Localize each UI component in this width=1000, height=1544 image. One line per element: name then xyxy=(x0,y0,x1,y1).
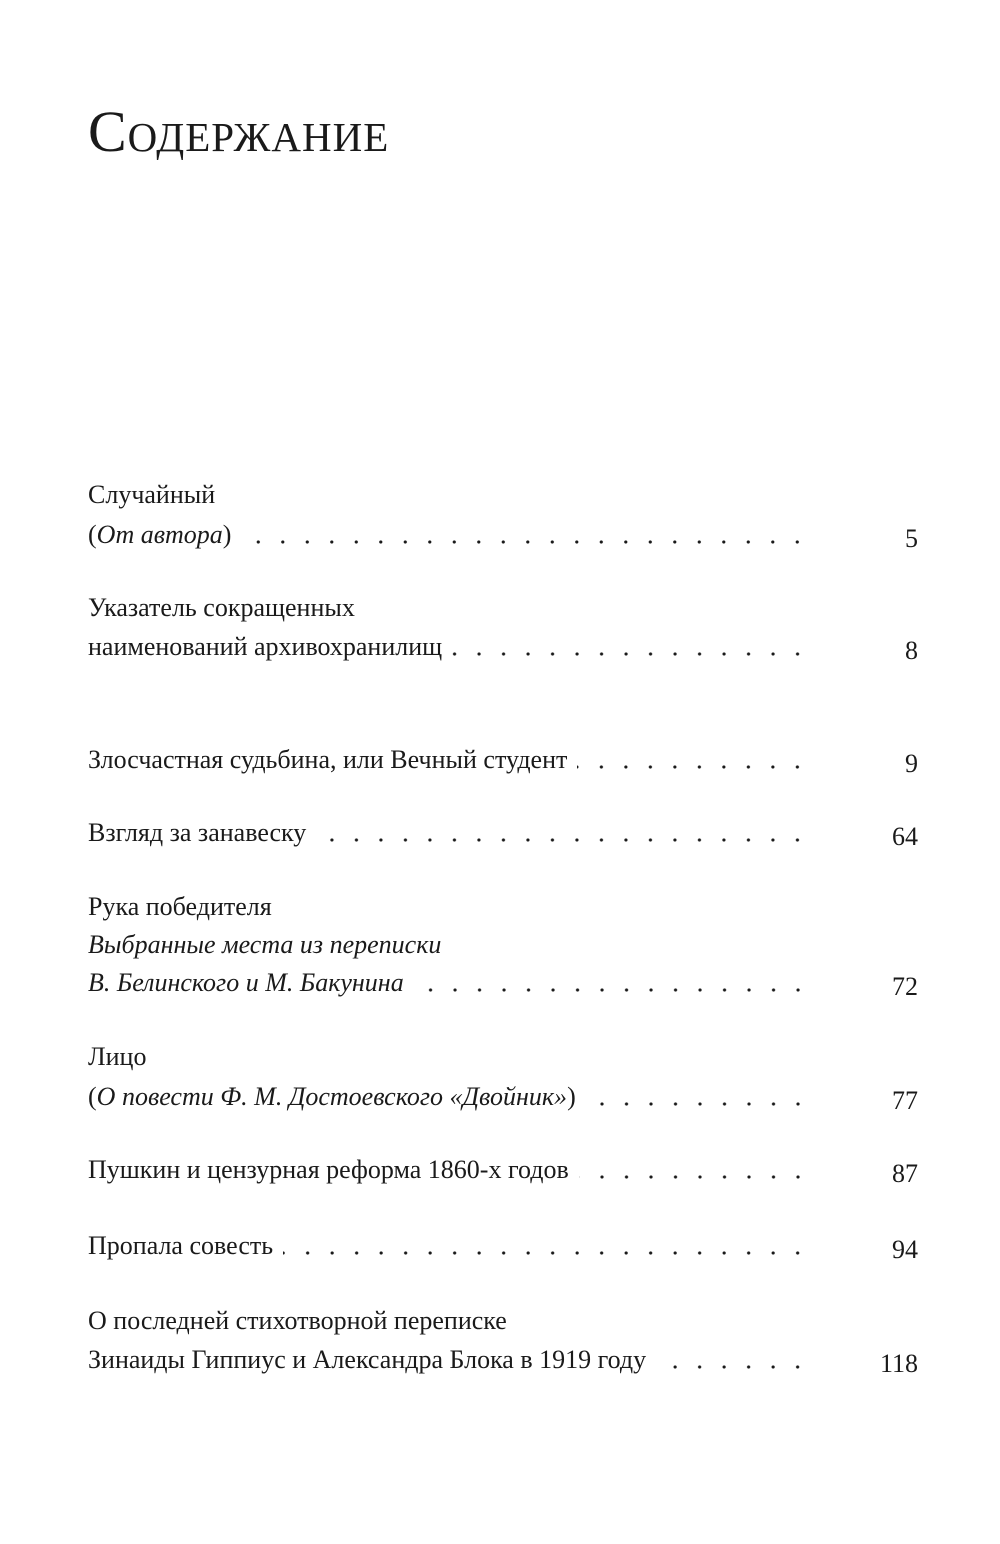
dot-leader xyxy=(316,816,810,850)
entry-text: Рука победителя xyxy=(88,892,272,921)
entry-text: Выбранные места из переписки xyxy=(88,930,442,959)
toc-entry-line: О последней стихотворной переписке xyxy=(88,1304,918,1338)
toc-entry-last-line: Взгляд за занавеску 64 xyxy=(88,816,918,851)
toc-entry-last-line: Пропала совесть 94 xyxy=(88,1229,918,1264)
entry-text: О повести Ф. М. Достоевского «Двойник» xyxy=(96,1082,568,1111)
entry-text: наименований архивохранилищ xyxy=(88,632,443,661)
dot-leader xyxy=(241,518,810,552)
toc-entry-last-line: Пушкин и цензурная реформа 1860-х годов 8… xyxy=(88,1153,918,1188)
page-number: 94 xyxy=(892,1235,918,1264)
toc-entry-line: Лицо xyxy=(88,1040,918,1074)
dot-leader xyxy=(578,1153,810,1187)
entry-text: Зинаиды Гиппиус и Александра Блока в 191… xyxy=(88,1345,647,1374)
dot-leader xyxy=(283,1229,810,1263)
dot-leader xyxy=(656,1343,810,1377)
dot-leader xyxy=(577,743,810,777)
page-number: 77 xyxy=(892,1086,918,1115)
toc-entry-last-line: В. Белинского и М. Бакунина 72 xyxy=(88,966,918,1001)
toc-entry-last-line: Зинаиды Гиппиус и Александра Блока в 191… xyxy=(88,1343,918,1378)
entry-text: Пропала совесть xyxy=(88,1231,274,1260)
page-number: 72 xyxy=(892,972,918,1001)
entry-text: ( xyxy=(88,1082,97,1111)
toc-entry-line: Рука победителя xyxy=(88,890,918,924)
entry-text: Лицо xyxy=(88,1042,147,1071)
toc-entry-last-line: (От автора) 5 xyxy=(88,518,918,553)
page-number: 118 xyxy=(879,1349,918,1378)
entry-text: Злосчастная судьбина, или Вечный студент xyxy=(88,745,568,774)
entry-text: В. Белинского и М. Бакунина xyxy=(88,968,404,997)
page-number: 9 xyxy=(905,749,918,778)
toc-entry-line: Указатель сокращенных xyxy=(88,591,918,625)
page-title: Содержание xyxy=(88,99,390,164)
page-number: 64 xyxy=(892,822,918,851)
entry-text: ) xyxy=(222,520,232,549)
toc-entry-line: Выбранные места из переписки xyxy=(88,928,918,962)
toc-entry-last-line: (О повести Ф. М. Достоевского «Двойник»)… xyxy=(88,1080,918,1115)
page-number: 87 xyxy=(892,1159,918,1188)
entry-text: ) xyxy=(567,1082,576,1111)
entry-text: Взгляд за занавеску xyxy=(88,818,307,847)
entry-text: ( xyxy=(88,520,97,549)
page-number: 8 xyxy=(905,636,918,665)
entry-text: Указатель сокращенных xyxy=(88,593,355,622)
toc-entry-last-line: Злосчастная судьбина, или Вечный студент… xyxy=(88,743,918,778)
page-number: 5 xyxy=(905,524,918,553)
entry-text: От автора xyxy=(96,520,223,549)
entry-text: Пушкин и цензурная реформа 1860-х годов xyxy=(88,1155,569,1184)
entry-text: О последней стихотворной переписке xyxy=(88,1306,507,1335)
dot-leader xyxy=(413,966,810,1000)
toc-entry-line: Случайный xyxy=(88,478,918,512)
dot-leader xyxy=(452,630,810,664)
entry-text: Случайный xyxy=(88,480,216,509)
toc-entry-last-line: наименований архивохранилищ 8 xyxy=(88,630,918,665)
dot-leader xyxy=(585,1080,810,1114)
